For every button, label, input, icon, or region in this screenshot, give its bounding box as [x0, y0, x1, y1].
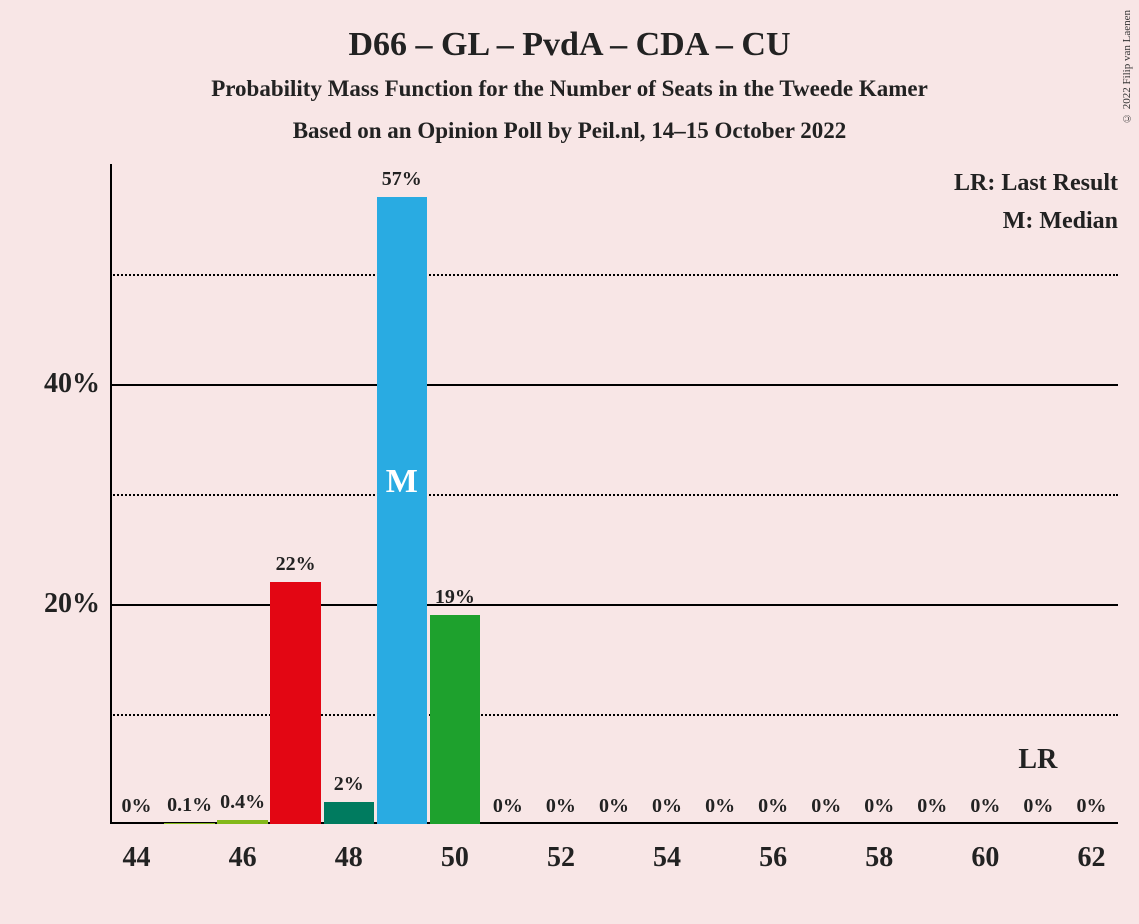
- last-result-marker: LR: [1018, 744, 1057, 776]
- bar-value-label: 0%: [811, 795, 841, 824]
- bar-value-label: 0%: [1076, 795, 1106, 824]
- chart-subtitle-2: Based on an Opinion Poll by Peil.nl, 14–…: [0, 118, 1139, 144]
- legend-last-result: LR: Last Result: [954, 170, 1118, 197]
- bar-value-label: 0.4%: [220, 791, 265, 820]
- bar: 0.1%: [164, 823, 214, 824]
- y-gridline: [110, 274, 1118, 276]
- chart-subtitle-1: Probability Mass Function for the Number…: [0, 76, 1139, 102]
- legend-median: M: Median: [1003, 208, 1118, 235]
- chart-plot-area: LR: Last Result M: Median 20%40%44464850…: [110, 164, 1118, 824]
- median-marker: M: [386, 463, 418, 501]
- x-tick-label: 50: [441, 824, 469, 874]
- x-tick-label: 48: [335, 824, 363, 874]
- x-tick-label: 62: [1077, 824, 1105, 874]
- x-tick-label: 52: [547, 824, 575, 874]
- bar-value-label: 57%: [382, 168, 422, 197]
- x-tick-label: 46: [229, 824, 257, 874]
- bar-value-label: 0%: [864, 795, 894, 824]
- bar: 22%: [270, 582, 320, 824]
- y-tick-label: 40%: [44, 368, 110, 400]
- bar-value-label: 0.1%: [167, 794, 212, 823]
- bar-value-label: 0%: [917, 795, 947, 824]
- y-gridline: [110, 604, 1118, 606]
- bar-value-label: 0%: [493, 795, 523, 824]
- y-gridline: [110, 714, 1118, 716]
- bar-value-label: 2%: [334, 773, 364, 802]
- x-tick-label: 58: [865, 824, 893, 874]
- bar-value-label: 0%: [122, 795, 152, 824]
- x-tick-label: 56: [759, 824, 787, 874]
- bar-value-label: 0%: [599, 795, 629, 824]
- y-gridline: [110, 494, 1118, 496]
- bar-value-label: 0%: [705, 795, 735, 824]
- bar: 2%: [324, 802, 374, 824]
- bar-value-label: 22%: [276, 553, 316, 582]
- bar-value-label: 0%: [546, 795, 576, 824]
- bar: 0.4%: [217, 820, 267, 824]
- x-tick-label: 44: [123, 824, 151, 874]
- bar-value-label: 0%: [1023, 795, 1053, 824]
- y-tick-label: 20%: [44, 588, 110, 620]
- y-gridline: [110, 384, 1118, 386]
- bar-value-label: 0%: [970, 795, 1000, 824]
- bar: 57%M: [377, 197, 427, 824]
- bar: 19%: [430, 615, 480, 824]
- x-tick-label: 54: [653, 824, 681, 874]
- bar-value-label: 0%: [652, 795, 682, 824]
- x-tick-label: 60: [971, 824, 999, 874]
- bar-value-label: 0%: [758, 795, 788, 824]
- bar-value-label: 19%: [435, 586, 475, 615]
- chart-title: D66 – GL – PvdA – CDA – CU: [0, 26, 1139, 64]
